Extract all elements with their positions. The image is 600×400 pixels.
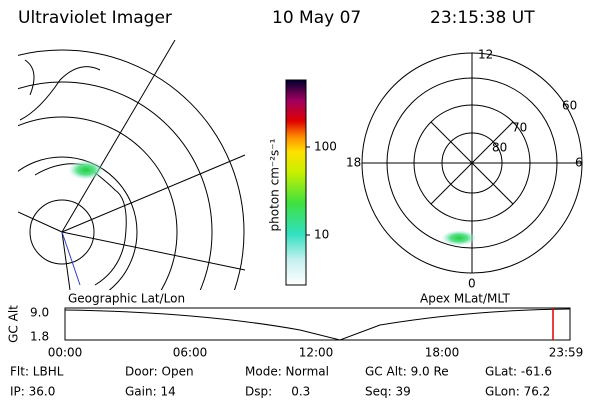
alt-xtick: 23:59 bbox=[549, 346, 584, 360]
colorbar bbox=[285, 79, 307, 286]
colorbar-tick: 10 bbox=[314, 228, 329, 242]
alt-curve bbox=[64, 308, 571, 341]
lat-label: 70 bbox=[512, 121, 527, 135]
alt-xtick: 00:00 bbox=[48, 346, 83, 360]
left-map-label: Geographic Lat/Lon bbox=[68, 292, 185, 306]
footer: Flt: LBHL Door: Open Mode: Normal GC Alt: 9… bbox=[10, 365, 552, 399]
time: 23:15:38 UT bbox=[430, 8, 535, 28]
instrument: Ultraviolet Imager bbox=[18, 8, 172, 28]
alt-xtick: 18:00 bbox=[425, 346, 460, 360]
colorbar-unit: photon cm⁻²s⁻¹ bbox=[268, 138, 282, 231]
alt-plot-frame bbox=[64, 307, 571, 341]
footer-field: Dsp: 0.3 bbox=[245, 385, 310, 399]
geographic-map bbox=[18, 40, 246, 290]
mlt-label: 6 bbox=[575, 156, 583, 170]
right-map-label: Apex MLat/MLT bbox=[420, 292, 510, 306]
footer-field: IP: 36.0 bbox=[10, 385, 55, 399]
footer-field: GLon: 76.2 bbox=[485, 385, 550, 399]
mlt-label: 12 bbox=[478, 48, 493, 62]
alt-ytick: 1.8 bbox=[30, 330, 49, 344]
footer-field: Mode: Normal bbox=[245, 365, 329, 379]
footer-field: Seq: 39 bbox=[365, 385, 411, 399]
date: 10 May 07 bbox=[272, 8, 361, 28]
footer-field: GC Alt: 9.0 Re bbox=[365, 365, 449, 379]
colorbar-tick: 100 bbox=[314, 140, 337, 154]
footer-field: Flt: LBHL bbox=[10, 365, 64, 379]
mlt-label: 18 bbox=[346, 156, 361, 170]
footer-field: GLat: -61.6 bbox=[485, 365, 552, 379]
alt-xtick: 12:00 bbox=[299, 346, 334, 360]
mlt-label: 0 bbox=[468, 277, 476, 291]
footer-field: Door: Open bbox=[125, 365, 194, 379]
footer-field: Gain: 14 bbox=[125, 385, 176, 399]
lat-label: 80 bbox=[492, 141, 507, 155]
lat-label: 60 bbox=[562, 99, 577, 113]
alt-xtick: 06:00 bbox=[173, 346, 208, 360]
alt-ylabel: GC Alt bbox=[7, 305, 21, 343]
alt-ytick: 9.0 bbox=[30, 306, 49, 320]
